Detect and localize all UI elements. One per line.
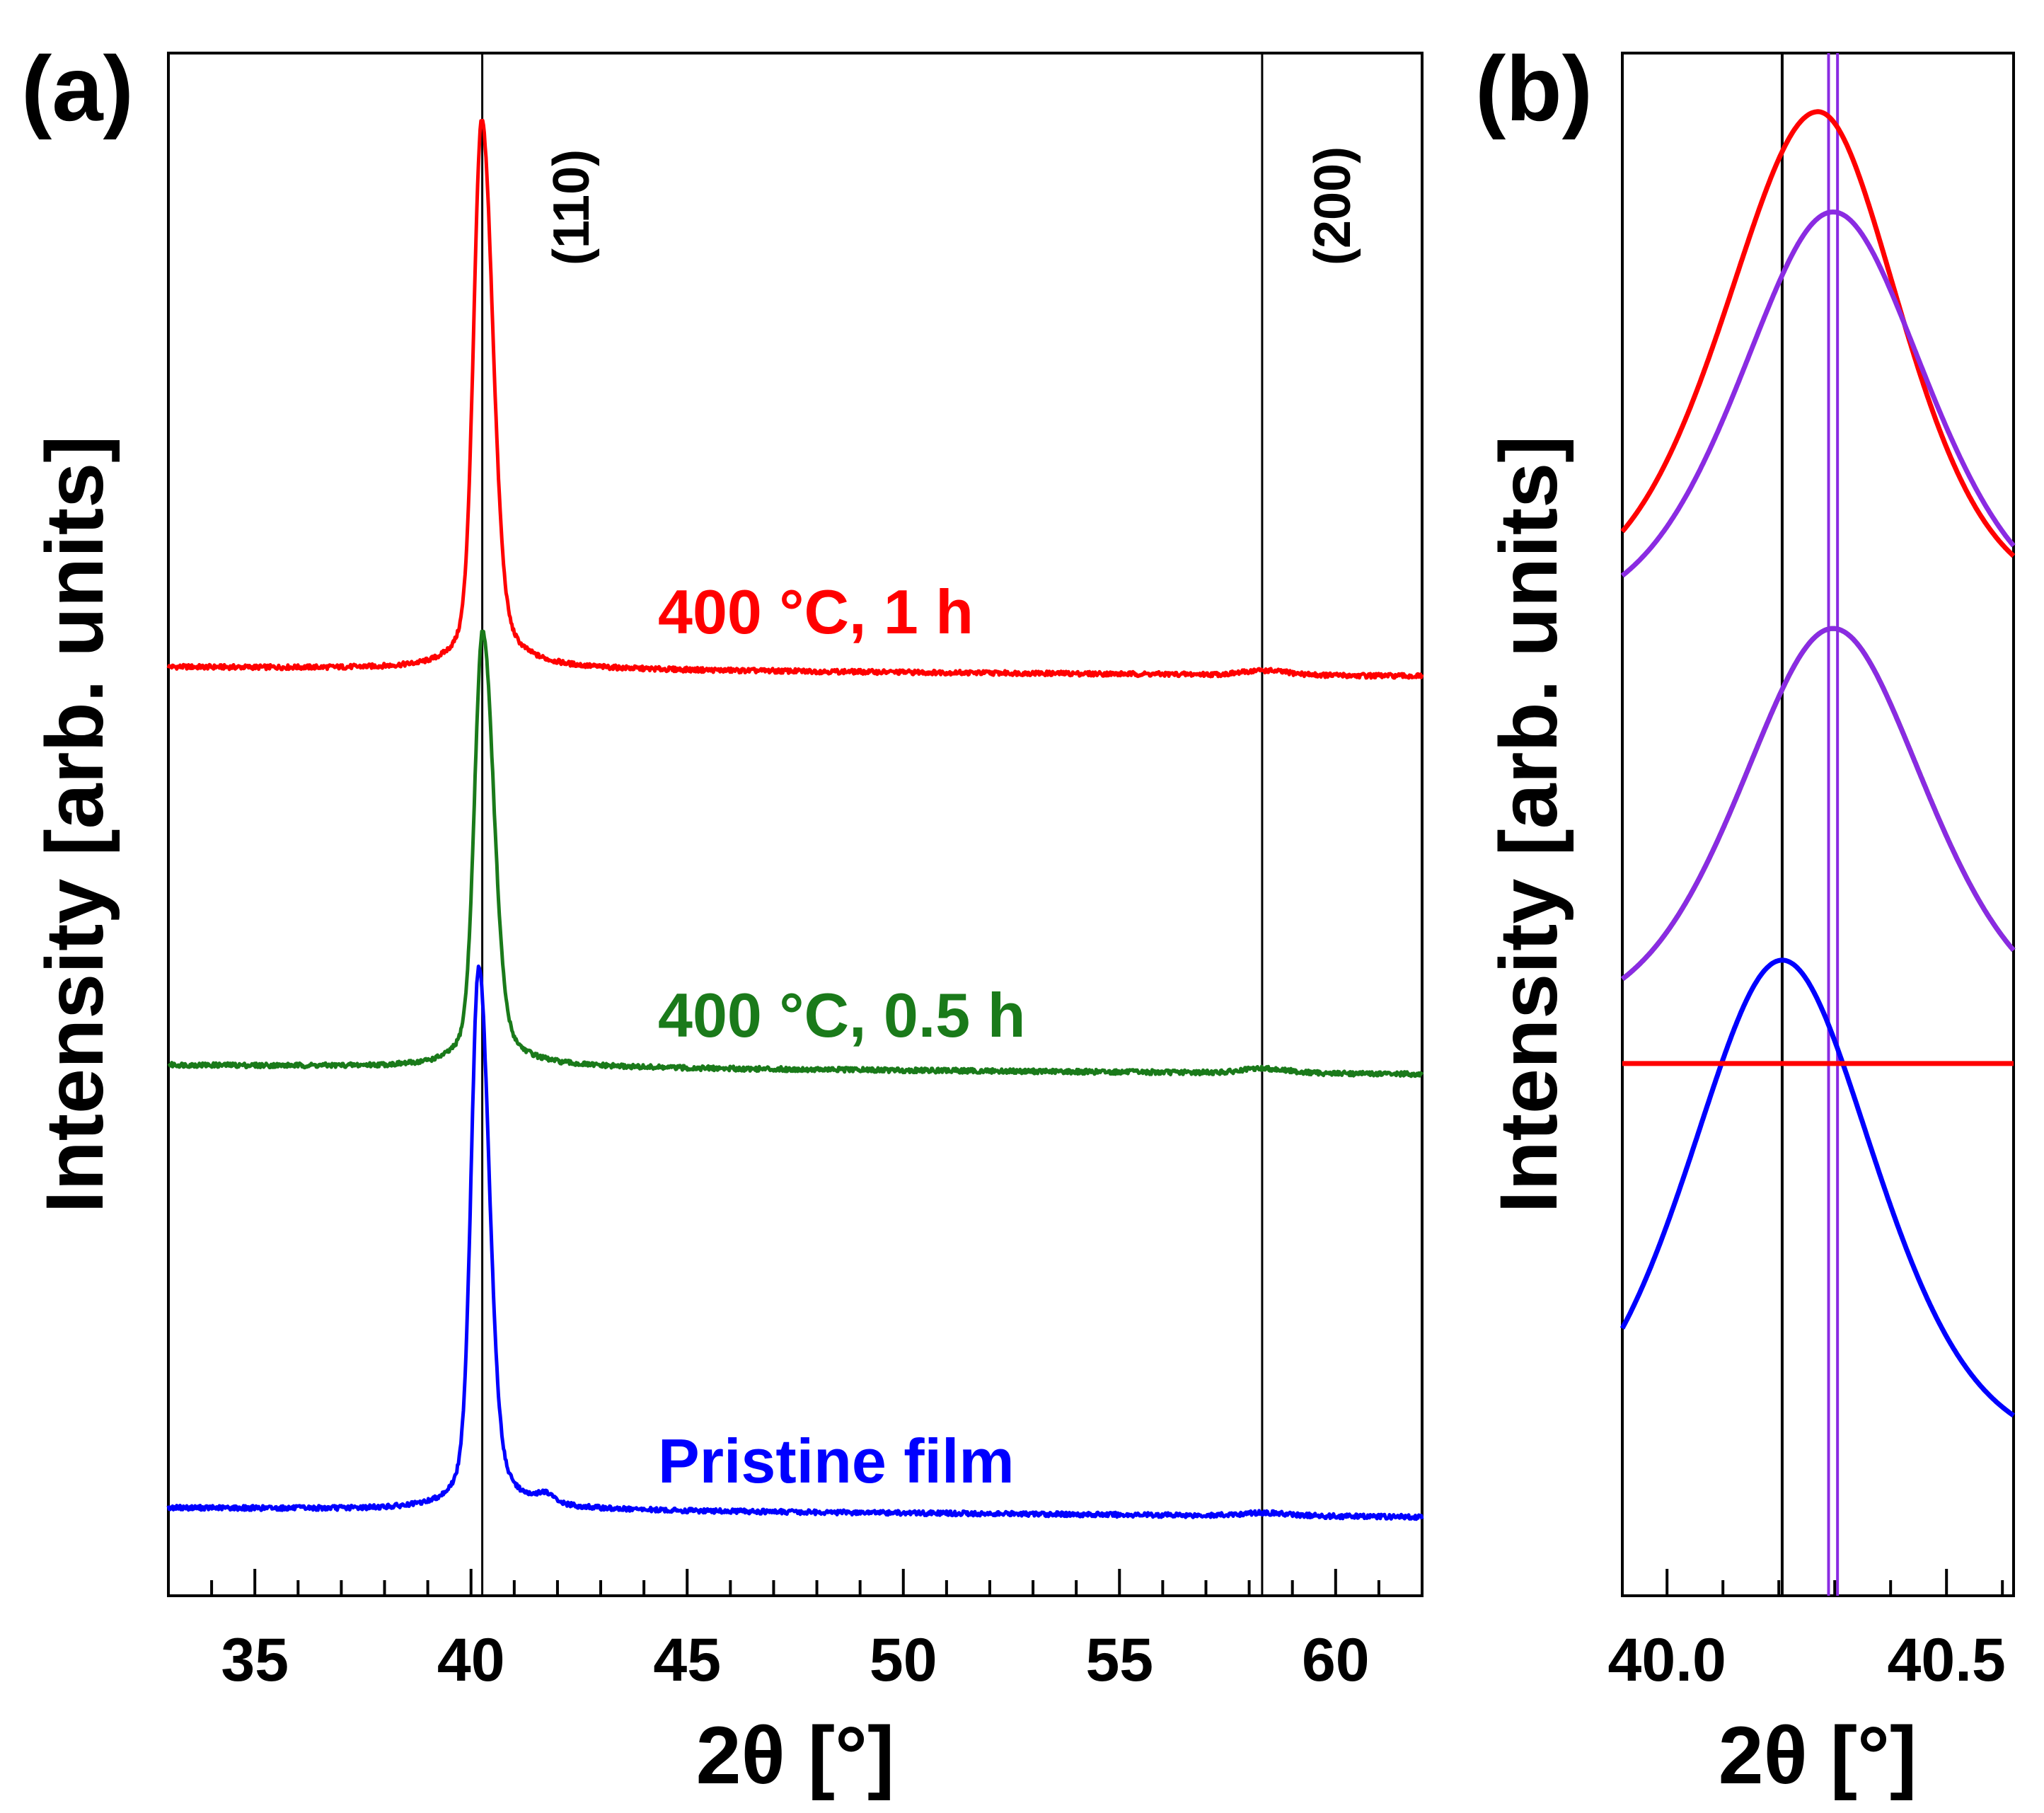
peak-110-label: (110) bbox=[543, 149, 600, 265]
panel-a-reference-lines bbox=[481, 53, 1264, 1596]
x-tick-label-50: 50 bbox=[870, 1626, 937, 1694]
x-tick-label-60: 60 bbox=[1302, 1626, 1370, 1694]
panel-a-series bbox=[166, 118, 1424, 1521]
panel-b-series-pristine-film bbox=[1619, 957, 2016, 1418]
series-pristine-label: Pristine film bbox=[658, 1426, 1015, 1496]
panel-b: 40.0 40.5 (b) 2θ [°] Intensity [arb. unit… bbox=[1475, 37, 2016, 1801]
x-tick-label-40: 40 bbox=[437, 1626, 505, 1694]
panel-b-frame bbox=[1621, 52, 2015, 1597]
panel-a-label: (a) bbox=[21, 37, 134, 140]
x-tick-label-35: 35 bbox=[221, 1626, 289, 1694]
panel-b-series-400-c-1-h bbox=[1620, 109, 2016, 558]
panel-a-frame bbox=[167, 52, 1424, 1597]
x-tick-label-b-40-0: 40.0 bbox=[1608, 1626, 1726, 1694]
panel-b-x-axis-label: 2θ [°] bbox=[1719, 1710, 1917, 1801]
series-05h-label: 400 °C, 0.5 h bbox=[658, 980, 1025, 1050]
panel-b-tick-labels: 40.0 40.5 bbox=[1608, 1626, 2006, 1694]
peak-200-label: (200) bbox=[1305, 146, 1361, 265]
panel-a-x-ticks bbox=[167, 1569, 1424, 1596]
panel-a: 35 40 45 50 55 60 (a) (110) (200) 400 °C, 1 h… bbox=[21, 37, 1424, 1801]
x-tick-label-b-40-5: 40.5 bbox=[1888, 1626, 2006, 1694]
panel-b-label: (b) bbox=[1475, 37, 1593, 140]
panel-b-series-400-c-0-5-h bbox=[1620, 626, 2016, 982]
panel-a-tick-labels: 35 40 45 50 55 60 bbox=[221, 1626, 1369, 1694]
series-1h-label: 400 °C, 1 h bbox=[658, 577, 974, 647]
panel-b-reference-lines bbox=[1780, 53, 1840, 1596]
x-tick-label-45: 45 bbox=[653, 1626, 721, 1694]
panel-b-series bbox=[1619, 109, 2016, 1418]
series-400-c-0-5-h bbox=[167, 629, 1424, 1078]
panel-a-x-axis-label: 2θ [°] bbox=[696, 1710, 895, 1801]
x-tick-label-55: 55 bbox=[1085, 1626, 1153, 1694]
series-pristine-film bbox=[166, 965, 1424, 1521]
panel-b-series-fit-0-5-h bbox=[1620, 626, 2016, 982]
panel-b-series-fit-1-h bbox=[1620, 209, 2016, 578]
panel-b-y-axis-label: Intensity [arb. units] bbox=[1484, 436, 1574, 1214]
series-400-c-1-h bbox=[166, 118, 1424, 680]
panel-a-y-axis-label: Intensity [arb. units] bbox=[30, 436, 120, 1214]
panel-b-x-ticks bbox=[1665, 1569, 2004, 1596]
